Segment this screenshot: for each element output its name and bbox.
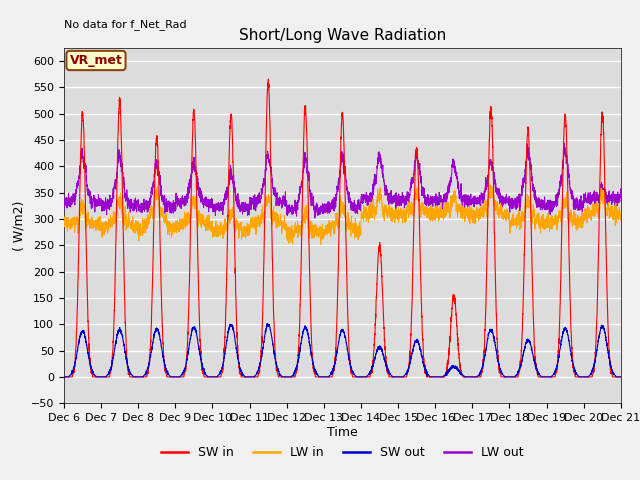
Y-axis label: ( W/m2): ( W/m2) — [12, 201, 26, 251]
Text: VR_met: VR_met — [70, 54, 122, 67]
Legend: SW in, LW in, SW out, LW out: SW in, LW in, SW out, LW out — [156, 442, 529, 465]
Title: Short/Long Wave Radiation: Short/Long Wave Radiation — [239, 28, 446, 43]
Text: No data for f_Net_Rad: No data for f_Net_Rad — [64, 20, 187, 31]
X-axis label: Time: Time — [327, 426, 358, 439]
